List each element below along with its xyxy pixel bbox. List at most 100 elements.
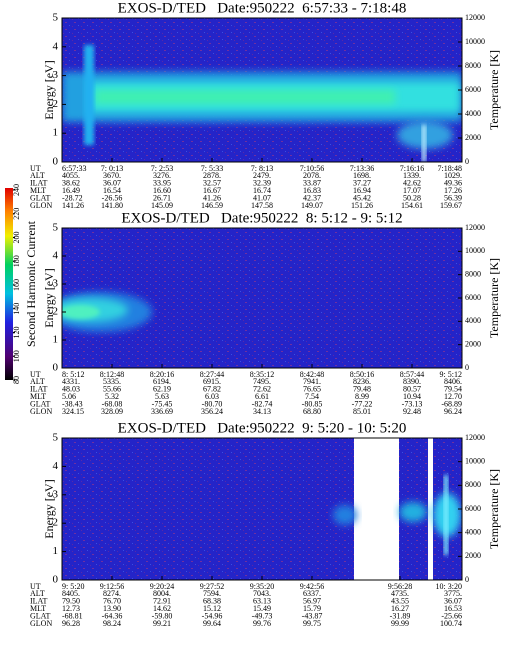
y-tick-label: 2 bbox=[53, 306, 59, 318]
table-cell: 13.90 bbox=[103, 604, 121, 613]
table-cell: 16.53 bbox=[444, 604, 462, 613]
colorbar-tick-label: 160 bbox=[12, 279, 21, 291]
table-cell: 8274. bbox=[103, 589, 121, 598]
table-cell: 80.57 bbox=[403, 385, 421, 394]
y-tick-label: 5 bbox=[53, 432, 59, 444]
y2-tick-label: 8000 bbox=[465, 480, 481, 489]
table-cell: 7: 8:13 bbox=[251, 164, 273, 173]
table-cell: 7:16:16 bbox=[400, 164, 424, 173]
table-cell: 32.57 bbox=[203, 179, 221, 188]
table-cell: 62.19 bbox=[153, 385, 171, 394]
panel-title: EXOS-D/TED Date:950222 9: 5:20 - 10: 5:2… bbox=[118, 420, 407, 436]
table-cell: 2479. bbox=[253, 171, 271, 180]
y2-tick-label: 12000 bbox=[465, 433, 485, 442]
table-cell: 96.24 bbox=[444, 407, 462, 416]
colorbar-tick-label: 80 bbox=[12, 376, 21, 384]
table-cell: 7941. bbox=[303, 377, 321, 386]
table-cell: 147.58 bbox=[251, 201, 273, 210]
table-cell: 8236. bbox=[353, 377, 371, 386]
y-tick-label: 3 bbox=[53, 278, 59, 290]
table-cell: 92.48 bbox=[403, 407, 421, 416]
y2-tick-label: 4000 bbox=[465, 109, 481, 118]
row-label: ALT bbox=[30, 589, 45, 598]
table-cell: 2078. bbox=[303, 171, 321, 180]
table-cell: 17.07 bbox=[403, 186, 421, 195]
y2-tick-label: 8000 bbox=[465, 269, 481, 278]
table-cell: 7043. bbox=[253, 589, 271, 598]
y-tick-label: 3 bbox=[53, 69, 59, 81]
y2-tick-label: 2000 bbox=[465, 133, 481, 142]
y2-tick-label: 12000 bbox=[465, 13, 485, 22]
table-cell: 100.74 bbox=[440, 619, 462, 628]
table-cell: 34.13 bbox=[253, 407, 271, 416]
table-cell: 55.66 bbox=[103, 385, 121, 394]
row-label: UT bbox=[30, 582, 41, 591]
y-tick-label: 4 bbox=[53, 460, 59, 472]
table-cell: 6.61 bbox=[255, 392, 269, 401]
table-cell: 79.50 bbox=[62, 597, 80, 606]
table-cell: 45.42 bbox=[353, 193, 371, 202]
row-label: ILAT bbox=[30, 179, 47, 188]
table-cell: 15.12 bbox=[203, 604, 221, 613]
y-tick-label: 2 bbox=[53, 98, 59, 110]
table-cell: 26.71 bbox=[153, 193, 171, 202]
table-cell: 5335. bbox=[103, 377, 121, 386]
table-cell: 36.07 bbox=[444, 597, 462, 606]
table-cell: -28.72 bbox=[62, 193, 83, 202]
table-cell: 4735. bbox=[391, 589, 409, 598]
table-cell: 6.03 bbox=[205, 392, 219, 401]
table-cell: 41.26 bbox=[203, 193, 221, 202]
table-cell: 43.55 bbox=[391, 597, 409, 606]
table-cell: 42.62 bbox=[403, 179, 421, 188]
y2-tick-label: 12000 bbox=[465, 223, 485, 232]
table-cell: 67.82 bbox=[203, 385, 221, 394]
table-cell: 15.79 bbox=[303, 604, 321, 613]
y-tick-label: 5 bbox=[53, 222, 59, 234]
table-cell: 68.38 bbox=[203, 597, 221, 606]
row-label: GLON bbox=[30, 407, 52, 416]
table-cell: 7:10:56 bbox=[300, 164, 324, 173]
y-tick-label: 5 bbox=[53, 12, 59, 24]
table-cell: -80.85 bbox=[302, 399, 323, 408]
table-cell: -59.80 bbox=[152, 611, 173, 620]
table-cell: 8:27:44 bbox=[200, 370, 224, 379]
table-cell: 328.09 bbox=[101, 407, 123, 416]
table-cell: 7.54 bbox=[305, 392, 319, 401]
y-axis-label: Energy [eV] bbox=[42, 268, 56, 327]
y2-tick-label: 0 bbox=[465, 575, 469, 584]
y-tick-label: 0 bbox=[53, 574, 59, 586]
y2-tick-label: 4000 bbox=[465, 316, 481, 325]
table-cell: 356.24 bbox=[201, 407, 223, 416]
table-cell: 16.27 bbox=[391, 604, 409, 613]
y2-tick-label: 0 bbox=[465, 363, 469, 372]
table-cell: -26.56 bbox=[102, 193, 123, 202]
table-cell: 12.73 bbox=[62, 604, 80, 613]
table-cell: 8:12:48 bbox=[100, 370, 124, 379]
table-cell: 8:20:16 bbox=[150, 370, 174, 379]
colorbar-tick-label: 120 bbox=[12, 327, 21, 339]
table-cell: 2878. bbox=[203, 171, 221, 180]
spectrogram bbox=[62, 438, 462, 580]
table-cell: -73.13 bbox=[402, 399, 423, 408]
table-cell: -82.74 bbox=[252, 399, 273, 408]
table-cell: 38.62 bbox=[62, 179, 80, 188]
table-cell: 324.15 bbox=[62, 407, 84, 416]
table-cell: 32.39 bbox=[253, 179, 271, 188]
table-cell: 96.28 bbox=[62, 619, 80, 628]
colorbar-tick-label: 100 bbox=[12, 350, 21, 362]
table-cell: 149.07 bbox=[301, 201, 323, 210]
row-label: GLAT bbox=[30, 399, 51, 408]
table-cell: 6915. bbox=[203, 377, 221, 386]
table-cell: 7:18:48 bbox=[438, 164, 462, 173]
table-cell: 3276. bbox=[153, 171, 171, 180]
y2-tick-label: 6000 bbox=[465, 504, 481, 513]
table-cell: -68.81 bbox=[62, 611, 83, 620]
table-cell: 9: 5:12 bbox=[440, 370, 462, 379]
table-cell: 76.70 bbox=[103, 597, 121, 606]
table-cell: 63.13 bbox=[253, 597, 271, 606]
y2-tick-label: 2000 bbox=[465, 551, 481, 560]
table-cell: 79.54 bbox=[444, 385, 462, 394]
table-cell: 5.32 bbox=[105, 392, 119, 401]
y2-tick-label: 10000 bbox=[465, 456, 485, 465]
y-tick-label: 4 bbox=[53, 40, 59, 52]
